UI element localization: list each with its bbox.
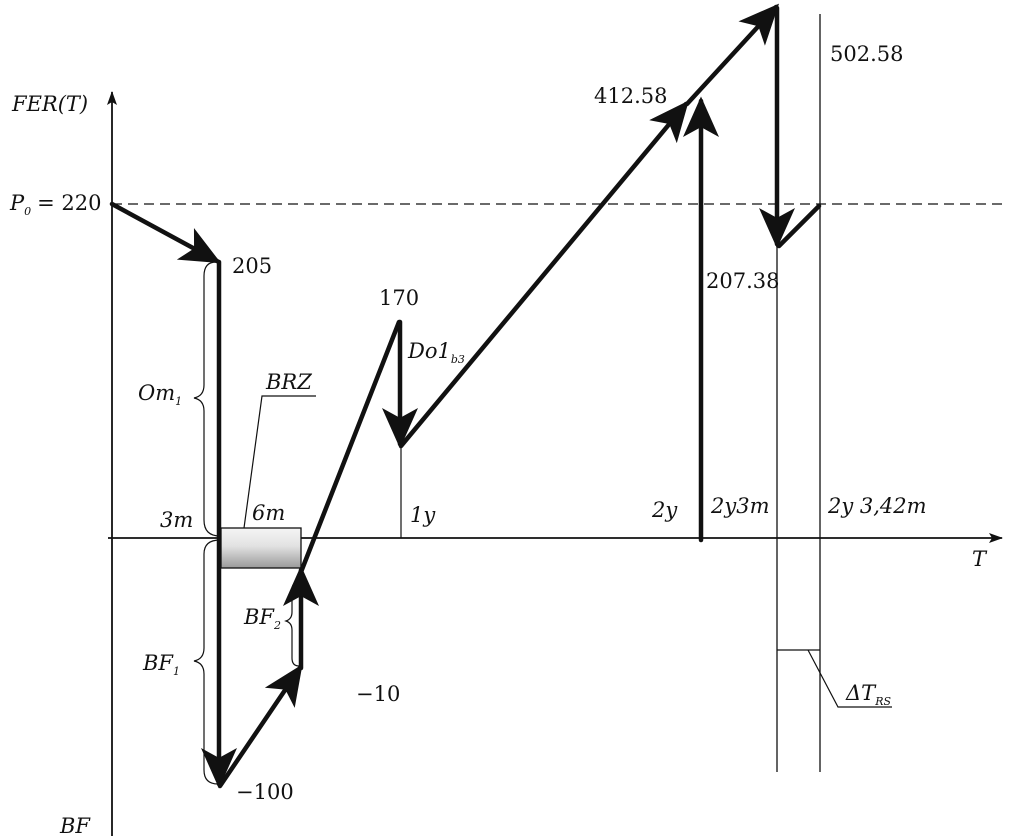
value-neg100: −100: [236, 780, 294, 804]
arrow-neg100-to-neg10: [217, 664, 303, 789]
line-to-170: [298, 319, 402, 575]
trajectory: [109, 3, 822, 789]
bf2-brace: [284, 581, 300, 667]
p0-label: P0 = 220: [9, 191, 102, 218]
value-502: 502.58: [830, 42, 903, 66]
value-207: 207.38: [706, 269, 779, 293]
value-205: 205: [232, 254, 272, 278]
bf1-label: BF1: [142, 651, 180, 678]
brz-leader: [243, 395, 316, 529]
time-2y: 2y: [651, 498, 678, 522]
brz-label: BRZ: [265, 370, 312, 394]
value-170: 170: [379, 286, 419, 310]
brz-box: [220, 527, 302, 569]
bf1-brace: [193, 539, 221, 785]
om1-label: Om1: [138, 381, 182, 408]
value-neg10: −10: [356, 682, 400, 706]
delta-t-leader: [807, 649, 892, 708]
delta-t-label: ΔTRS: [845, 681, 891, 708]
bf-axis-label: BF: [59, 814, 91, 838]
do1-label: Do1b3: [407, 339, 465, 366]
arrow-220-to-205: [109, 201, 221, 264]
time-1y: 1y: [410, 503, 436, 527]
y-axis-label: FER(T): [11, 92, 88, 116]
time-2y-342m: 2y 3,42m: [827, 494, 927, 518]
x-axis-label: T: [972, 547, 988, 571]
bf2-label: BF2: [243, 605, 281, 632]
om1-brace: [193, 261, 221, 537]
arrow-to-502: [684, 3, 780, 107]
arrow-to-412: [398, 100, 689, 449]
time-2y3m: 2y3m: [710, 494, 770, 518]
time-6m: 6m: [252, 501, 285, 525]
line-207-to-p0: [776, 203, 822, 249]
value-412: 412.58: [594, 84, 667, 108]
time-3m: 3m: [160, 508, 193, 532]
